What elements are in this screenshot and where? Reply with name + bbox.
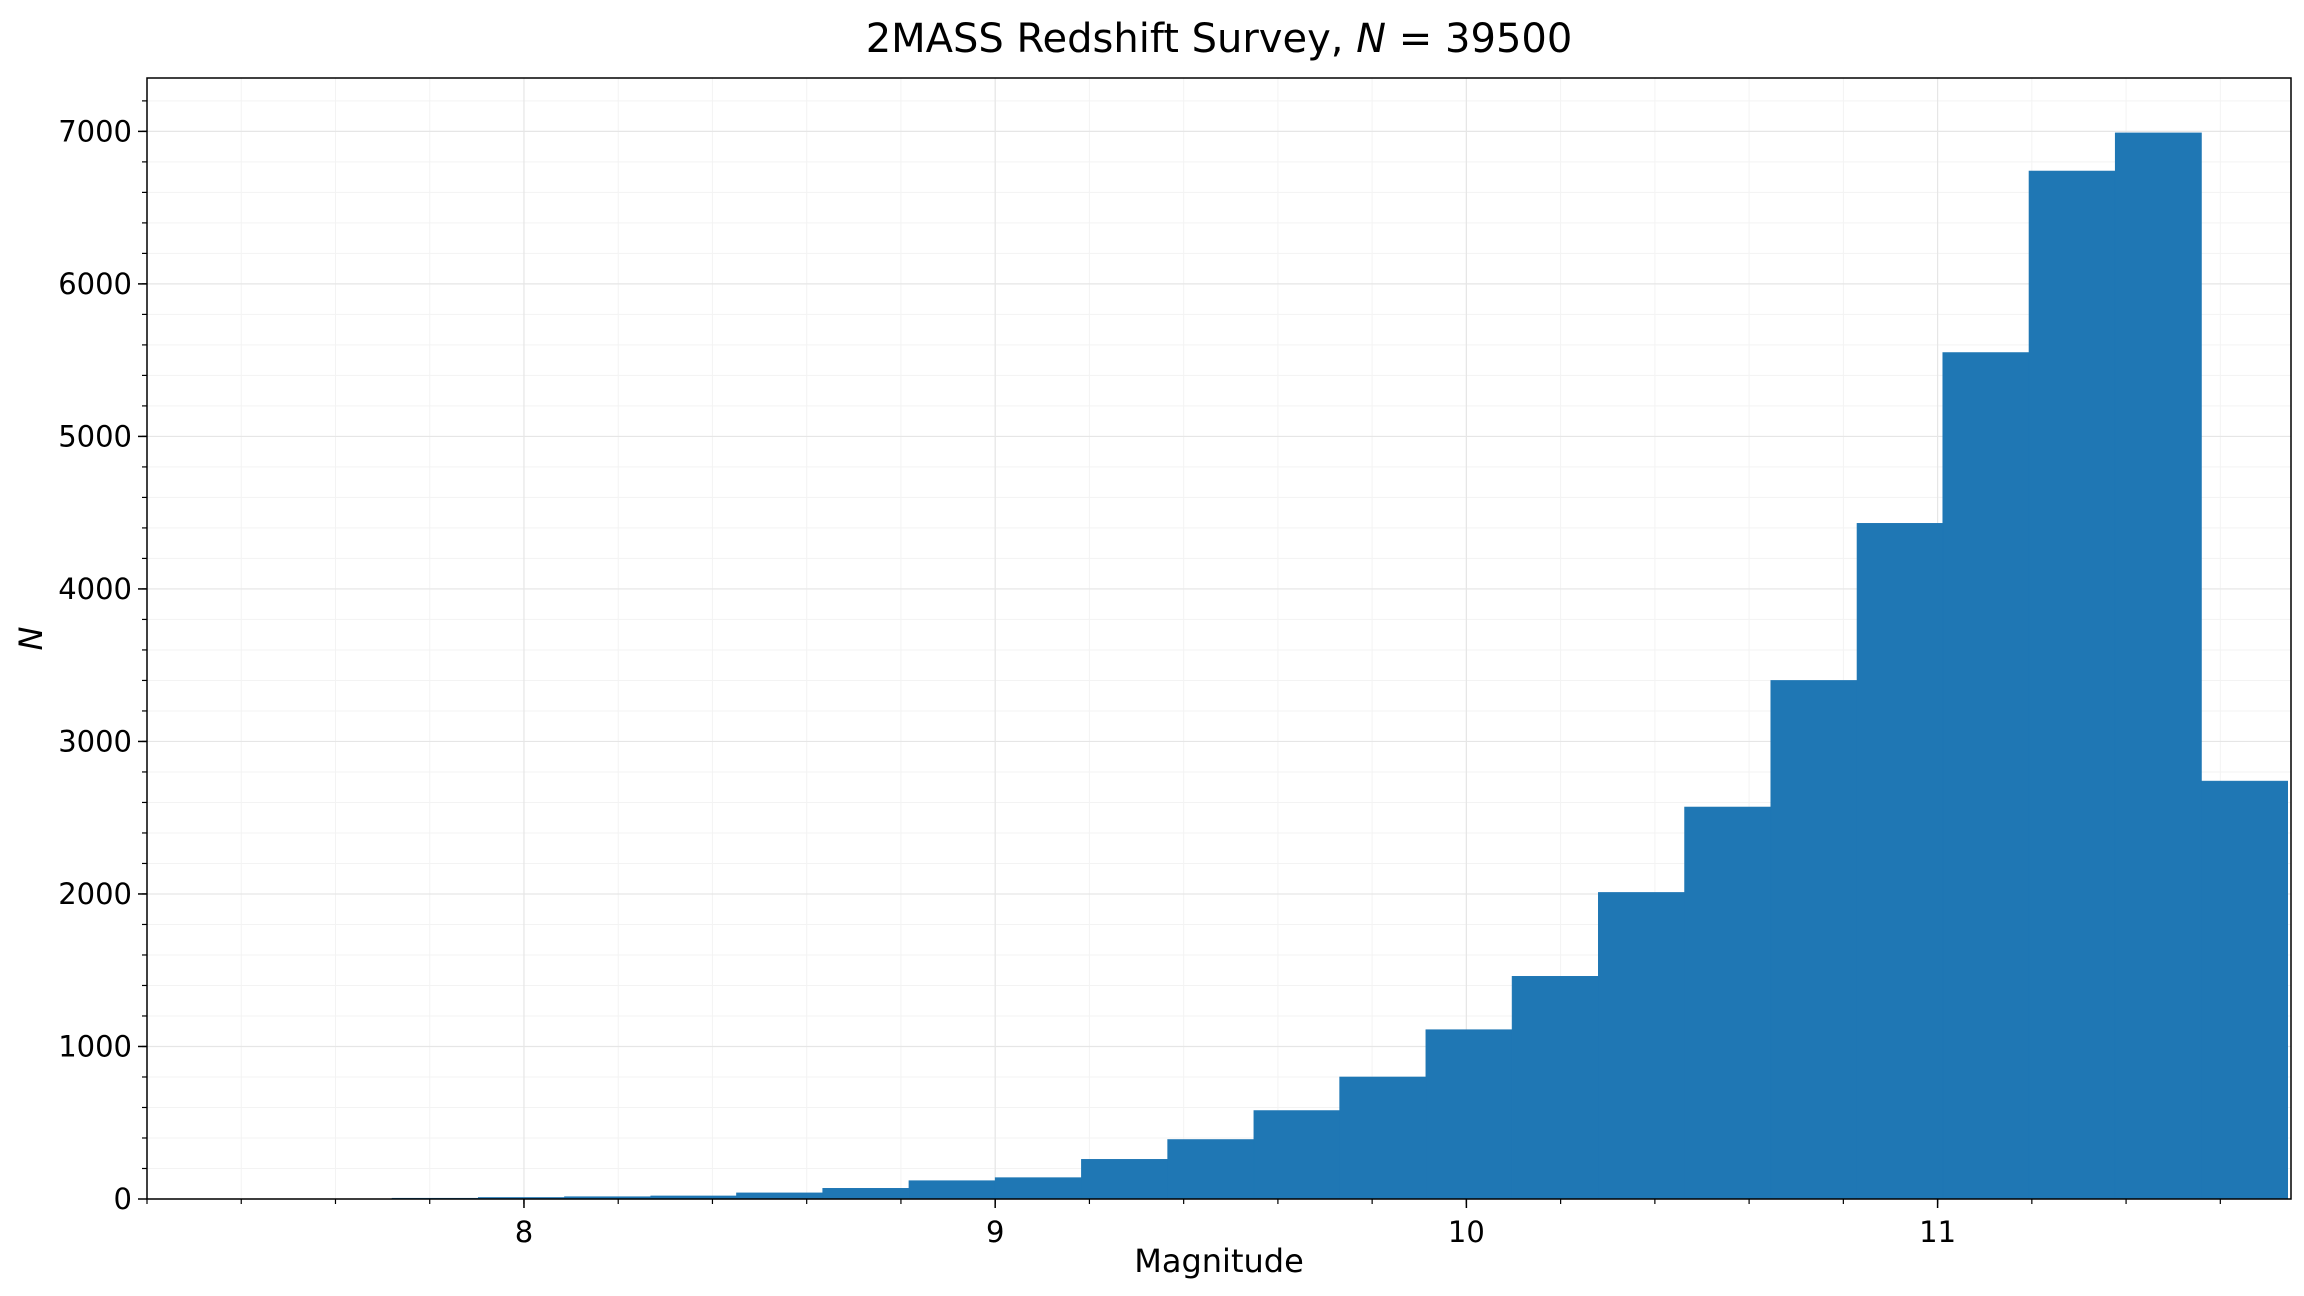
histogram-bar [1167,1139,1255,1200]
chart-title-equals: = 39500 [1386,16,1572,62]
y-tick-label: 3000 [58,724,132,758]
histogram-bar [1081,1159,1168,1200]
y-tick-label: 7000 [58,114,132,148]
y-tick-label: 6000 [58,267,132,301]
histogram-bar [908,1180,996,1200]
histogram-bar [1511,976,1599,1200]
histogram-bar [1598,892,1685,1200]
x-tick-label: 10 [1448,1215,1485,1249]
y-tick-label: 5000 [58,419,132,453]
histogram-bar [1253,1110,1340,1200]
x-axis-label: Magnitude [1134,1242,1304,1280]
histogram-bar [2028,170,2116,1200]
histogram-bar [994,1177,1082,1200]
y-tick-label: 2000 [58,877,132,911]
y-tick-label: 0 [114,1182,132,1216]
x-tick-label: 8 [515,1215,533,1249]
histogram-bar [822,1188,910,1200]
chart-title-prefix: 2MASS Redshift Survey, [866,16,1356,62]
histogram-bar [1942,352,2030,1200]
plot-frame [146,77,2292,1200]
y-tick-label: 4000 [58,572,132,606]
histogram-bar [1684,806,1772,1200]
histogram-bar [736,1192,824,1200]
y-axis-label: N [12,626,50,650]
histogram-bars [391,132,2289,1200]
histogram-bar [2201,780,2289,1200]
y-tick-label: 1000 [58,1029,132,1063]
histogram-bar [1770,680,1858,1200]
histogram-bar [1425,1029,1513,1200]
chart-title: 2MASS Redshift Survey, N = 39500 [866,16,1573,62]
axis-ticks: 8 9 10 11 0 1000 2000 3000 4000 5000 6000 7000 [58,100,2221,1249]
x-tick-label: 9 [986,1215,1004,1249]
x-tick-label: 11 [1919,1215,1956,1249]
chart-title-variable: N [1356,16,1386,62]
histogram-bar [1856,523,1944,1200]
histogram-bar [1339,1076,1427,1200]
histogram-bar [2114,132,2202,1200]
